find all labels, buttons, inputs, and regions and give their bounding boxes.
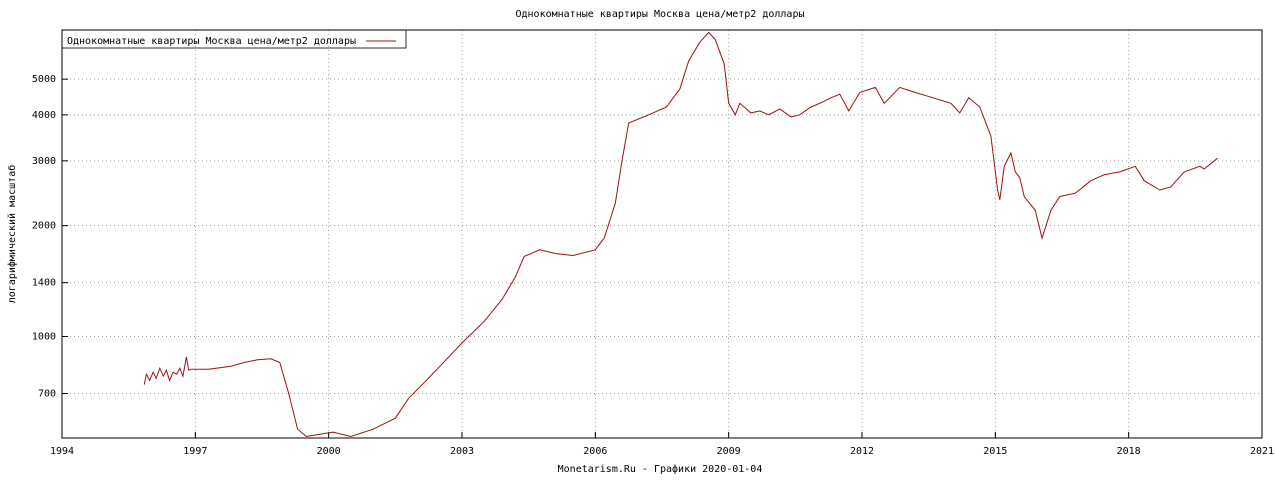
legend-label: Однокомнатные квартиры Москва цена/метр2… — [67, 36, 356, 47]
y-tick-label: 2000 — [32, 221, 56, 232]
legend-box — [61, 29, 407, 49]
x-tick-label: 2009 — [717, 446, 741, 457]
plot-frame — [61, 29, 1263, 439]
x-tick-label: 2018 — [1117, 446, 1141, 457]
x-tick-label: 2021 — [1250, 446, 1274, 457]
x-tick-label: 2015 — [983, 446, 1007, 457]
x-tick-label: 2012 — [850, 446, 874, 457]
x-tick-label: 2003 — [450, 446, 474, 457]
x-tick-label: 2000 — [317, 446, 341, 457]
y-axis-label: логарифмический масштаб — [6, 165, 18, 303]
y-tick-label: 4000 — [32, 110, 56, 121]
y-tick-label: 1000 — [32, 331, 56, 342]
y-tick-label: 3000 — [32, 156, 56, 167]
y-tick-label: 5000 — [32, 74, 56, 85]
chart-title: Однокомнатные квартиры Москва цена/метр2… — [516, 9, 805, 20]
x-tick-label: 2006 — [583, 446, 607, 457]
data-line — [143, 31, 1218, 438]
y-tick-label: 700 — [38, 389, 56, 400]
x-tick-label: 1994 — [50, 446, 74, 457]
footer: Monetarism.Ru - Графики 2020-01-04 — [558, 463, 763, 475]
y-tick-label: 1400 — [32, 278, 56, 289]
x-tick-label: 1997 — [183, 446, 207, 457]
